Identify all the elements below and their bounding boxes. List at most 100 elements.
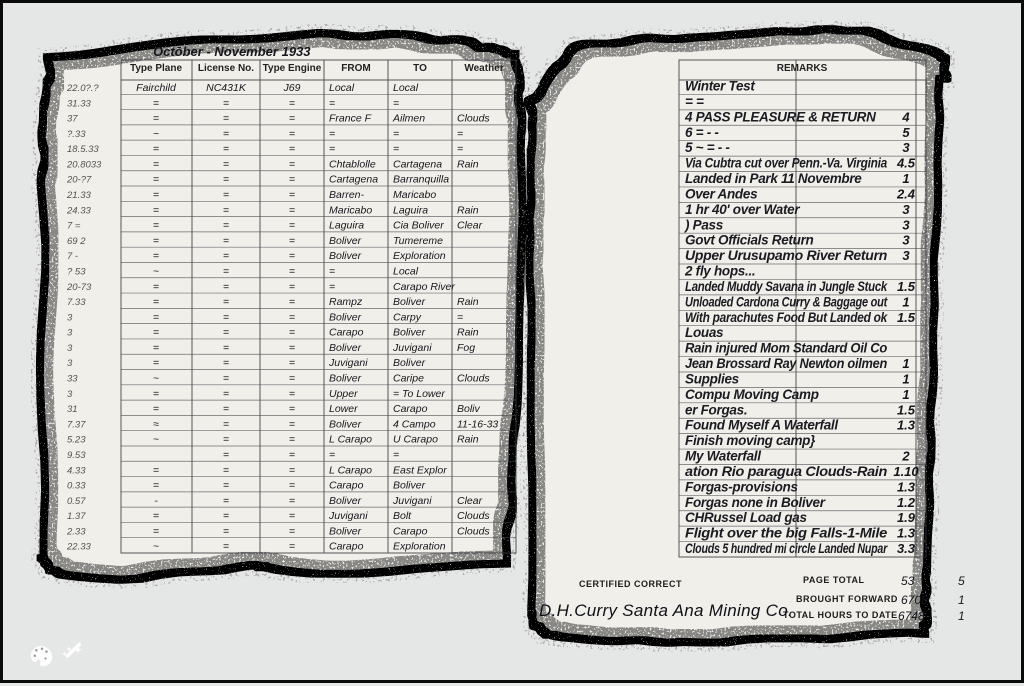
svg-text:=: = [289,480,295,492]
svg-text:Boliver: Boliver [329,250,362,262]
svg-text:1: 1 [958,593,965,607]
svg-text:=: = [223,250,229,262]
svg-text:2.33: 2.33 [66,526,86,537]
svg-text:=: = [223,311,229,323]
svg-text:~: ~ [153,434,159,446]
svg-text:=: = [289,113,295,125]
svg-text:Boliver: Boliver [329,235,362,247]
svg-text:Laguira: Laguira [393,204,428,216]
svg-text:=: = [289,418,295,430]
svg-text:Carapo River: Carapo River [393,281,455,293]
svg-text:Laguira: Laguira [329,220,364,232]
svg-text:31: 31 [67,404,78,415]
svg-text:=: = [153,143,159,155]
svg-text:4: 4 [901,109,910,124]
svg-text:Clouds 5 hundred mi circle Lan: Clouds 5 hundred mi circle Landed Nupar [685,541,888,556]
svg-text:=: = [393,143,399,155]
svg-text:21.33: 21.33 [66,190,91,201]
svg-text:Juvigani: Juvigani [328,510,368,522]
svg-text:=: = [289,342,295,354]
svg-text:3: 3 [902,140,910,155]
svg-text:=: = [329,449,335,461]
svg-text:69 2: 69 2 [67,236,86,247]
svg-text:?.33: ?.33 [67,129,86,140]
svg-text:Caripe: Caripe [393,373,424,385]
svg-text:Weather: Weather [464,63,503,74]
svg-text:Lower: Lower [329,403,358,415]
svg-text:REMARKS: REMARKS [777,63,828,74]
svg-text:3: 3 [67,328,73,339]
svg-text:3: 3 [902,217,910,232]
svg-text:~: ~ [153,541,159,553]
svg-text:Type Engine: Type Engine [263,63,322,74]
svg-text:=: = [223,159,229,171]
svg-text:=: = [393,97,399,109]
svg-text:33: 33 [67,374,78,385]
svg-text:37: 37 [67,114,78,125]
svg-text:Barranquilla: Barranquilla [393,174,449,186]
svg-text:=: = [153,464,159,476]
svg-text:=: = [153,235,159,247]
svg-text:=: = [457,143,463,155]
svg-text:=: = [223,403,229,415]
svg-text:=: = [289,143,295,155]
svg-text:Jean Brossard Ray Newton oilme: Jean Brossard Ray Newton oilmen [685,356,887,371]
svg-text:4 Campo: 4 Campo [393,418,436,430]
svg-text:11-16-33: 11-16-33 [457,418,498,430]
svg-text:=: = [223,143,229,155]
svg-text:3: 3 [67,389,73,400]
svg-text:1: 1 [902,356,909,371]
svg-text:3: 3 [67,343,73,354]
svg-text:1: 1 [958,609,965,623]
svg-text:3: 3 [902,233,910,248]
svg-text:Ailmen: Ailmen [392,113,425,125]
svg-text:Cartagena: Cartagena [393,159,442,171]
svg-text:=: = [289,327,295,339]
svg-text:=: = [289,357,295,369]
svg-text:France F: France F [329,113,372,125]
svg-text:=: = [223,128,229,140]
svg-text:1 hr 40' over Water: 1 hr 40' over Water [685,202,800,217]
svg-text:Clouds: Clouds [457,510,490,522]
svg-text:6748: 6748 [898,609,925,623]
svg-text:=: = [329,128,335,140]
svg-text:Rain: Rain [457,204,479,216]
svg-text:NC431K: NC431K [206,82,247,94]
svg-text:=: = [153,311,159,323]
svg-text:=: = [153,281,159,293]
svg-text:0.57: 0.57 [67,496,86,507]
svg-text:7.33: 7.33 [67,297,86,308]
svg-text:Unloaded Cardona Curry & Bagga: Unloaded Cardona Curry & Baggage out [685,294,888,309]
svg-text:=: = [223,296,229,308]
svg-text:=: = [153,327,159,339]
svg-text:5 ~ = - -: 5 ~ = - - [685,140,730,155]
svg-text:3: 3 [67,312,73,323]
svg-text:1: 1 [902,294,909,309]
svg-text:Boliver: Boliver [393,357,426,369]
svg-text:Boliver: Boliver [329,311,362,323]
svg-text:Boliver: Boliver [329,418,362,430]
svg-text:Exploration: Exploration [393,250,446,262]
svg-text:Clouds: Clouds [457,113,490,125]
svg-text:PAGE TOTAL: PAGE TOTAL [803,575,865,585]
svg-text:7 =: 7 = [67,221,81,232]
svg-text:=: = [329,266,335,278]
svg-text:5: 5 [902,125,910,140]
svg-text:=: = [289,281,295,293]
svg-text:Local: Local [329,82,355,94]
svg-text:=: = [223,449,229,461]
svg-text:=: = [223,327,229,339]
svg-text:=: = [329,143,335,155]
svg-text:=: = [393,449,399,461]
svg-text:1.3: 1.3 [897,526,916,541]
svg-text:6708: 6708 [901,593,928,607]
svg-text:Upper Urusupamo River Return: Upper Urusupamo River Return [685,248,887,263]
svg-text:4.33: 4.33 [67,465,86,476]
svg-text:D.H.Curry Santa Ana Mining Co.: D.H.Curry Santa Ana Mining Co. [539,601,793,620]
svg-text:=: = [289,525,295,537]
svg-text:=: = [223,266,229,278]
svg-text:Cartagena: Cartagena [329,174,378,186]
svg-text:Juvigani: Juvigani [392,342,432,354]
svg-text:=: = [153,296,159,308]
svg-text:Type Plane: Type Plane [130,63,182,74]
